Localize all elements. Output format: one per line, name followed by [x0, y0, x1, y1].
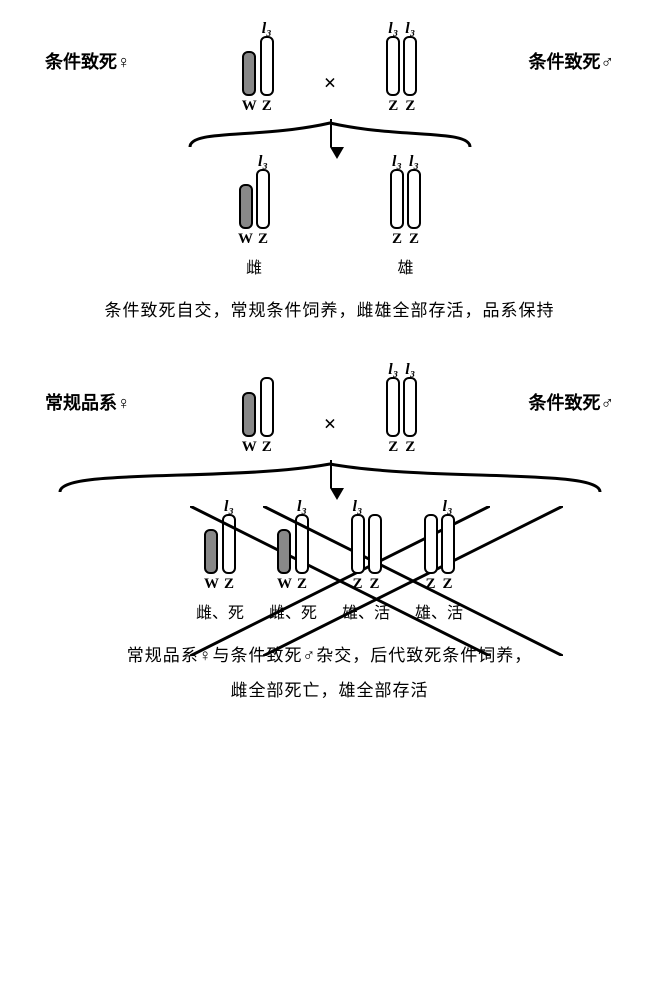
- p2-off-female-dead: x W l₃ Z 雌、死: [196, 498, 244, 623]
- p1-off-label-male: 雄: [397, 254, 413, 278]
- chromosome-w: [204, 529, 218, 574]
- p2-female-genotype: x W x Z: [242, 361, 274, 456]
- p1-offspring-row: x W l₃ Z 雌 l₃ Z: [20, 153, 639, 278]
- p2-parents-row: x W x Z × l₃ Z l₃ Z: [20, 361, 639, 456]
- p2-off-label-1: 雌、死: [269, 599, 317, 623]
- chromosome-z: [386, 36, 400, 96]
- p2-caption-line2: 雌全部死亡，雄全部存活: [20, 676, 639, 701]
- p2-off-label-3: 雄、活: [415, 599, 463, 623]
- chromosome-z: [424, 514, 438, 574]
- p1-offspring-male: l₃ Z l₃ Z 雄: [390, 153, 421, 278]
- p1-off-label-female: 雌: [246, 254, 262, 278]
- cross-symbol: ×: [324, 381, 337, 437]
- chromosome-z: [222, 514, 236, 574]
- p2-offspring-row: x W l₃ Z 雌、死 x: [20, 498, 639, 623]
- chromosome-z: [403, 377, 417, 437]
- chromosome-z: [260, 377, 274, 437]
- chromosome-z: [407, 169, 421, 229]
- p1-female-genotype: x W l₃ Z: [242, 20, 274, 115]
- label-z: Z: [262, 98, 272, 115]
- p2-off-label-0: 雌、死: [196, 599, 244, 623]
- p2-off-male-live: l₃ Z x Z 雄、活: [342, 498, 390, 623]
- chromosome-w: [277, 529, 291, 574]
- chromosome-z: [295, 514, 309, 574]
- chromosome-w: [242, 51, 256, 96]
- chromosome-w: [242, 392, 256, 437]
- panel-self-cross: 条件致死♀ 条件致死♂ x W l₃ Z × l₃ Z l₃: [20, 20, 639, 321]
- panel-outcross: 常规品系♀ 条件致死♂ x W x Z × l₃ Z l₃: [20, 361, 639, 701]
- chromosome-z: [351, 514, 365, 574]
- label-w: W: [242, 98, 257, 115]
- chromosome-z: [386, 377, 400, 437]
- cross-symbol: ×: [324, 40, 337, 96]
- p2-male-genotype: l₃ Z l₃ Z: [386, 361, 417, 456]
- p2-off-label-2: 雄、活: [342, 599, 390, 623]
- chromosome-z: [403, 36, 417, 96]
- chromosome-z: [390, 169, 404, 229]
- chromosome-w: [239, 184, 253, 229]
- chromosome-z: [441, 514, 455, 574]
- p2-caption-line1: 常规品系♀与条件致死♂杂交，后代致死条件饲养，: [20, 641, 639, 666]
- p1-parents-row: x W l₃ Z × l₃ Z l₃ Z: [20, 20, 639, 115]
- label-z: Z: [388, 98, 398, 115]
- p2-off-female-dead: x W l₃ Z 雌、死: [269, 498, 317, 623]
- p2-off-male-live: x Z l₃ Z 雄、活: [415, 498, 463, 623]
- chromosome-z: [256, 169, 270, 229]
- label-z: Z: [405, 98, 415, 115]
- chromosome-z: [368, 514, 382, 574]
- p1-caption: 条件致死自交，常规条件饲养，雌雄全部存活，品系保持: [20, 296, 639, 321]
- p1-offspring-female: x W l₃ Z 雌: [238, 153, 270, 278]
- chromosome-z: [260, 36, 274, 96]
- p1-male-genotype: l₃ Z l₃ Z: [386, 20, 417, 115]
